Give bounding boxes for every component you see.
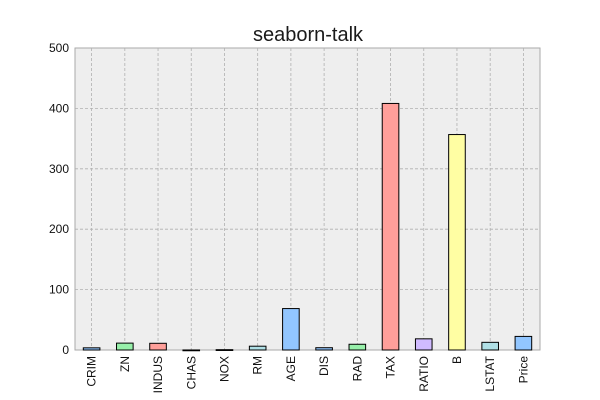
bar-rm [248,345,267,351]
bar-nox [215,349,234,351]
bar-chas [182,349,201,352]
y-tick-label: 100 [49,283,69,297]
bar-b [448,134,466,351]
bar-tax [381,102,400,351]
y-axis-ticks: 0 100 200 300 400 500 [49,41,69,357]
bar-ratio [414,338,433,351]
bar-age [282,308,300,351]
bar-price [514,335,533,351]
x-tick-label: INDUS [151,356,165,393]
x-tick-label: ZN [118,356,132,372]
bar-rad [348,343,367,351]
plot-area [74,47,541,351]
x-tick-label: CRIM [85,356,99,387]
bar-indus [149,342,167,351]
x-tick-label: CHAS [184,356,198,389]
x-tick-label: Price [516,356,530,384]
x-tick-label: RAD [350,356,364,382]
bar-dis [315,347,333,351]
y-tick-label: 200 [49,222,69,236]
y-tick-label: 400 [49,101,69,115]
x-tick-label: B [450,356,464,364]
x-tick-label: TAX [384,356,398,378]
chart-title: seaborn-talk [253,24,364,46]
x-tick-label: RATIO [417,356,431,392]
x-tick-label: NOX [217,356,231,382]
x-tick-label: RM [251,356,265,375]
bar-zn [116,342,134,351]
bars [82,102,533,352]
x-axis-ticks: CRIM ZN INDUS CHAS NOX RM AGE DIS RAD TAX RATIO B LS… [85,355,531,393]
y-tick-label: 300 [49,162,69,176]
x-tick-label: LSTAT [483,355,497,391]
x-tick-label: AGE [284,356,298,381]
bar-lstat [481,341,499,351]
y-tick-label: 0 [62,343,69,357]
y-tick-label: 500 [49,41,69,55]
bar-crim [82,347,101,351]
x-tick-label: DIS [317,356,331,376]
